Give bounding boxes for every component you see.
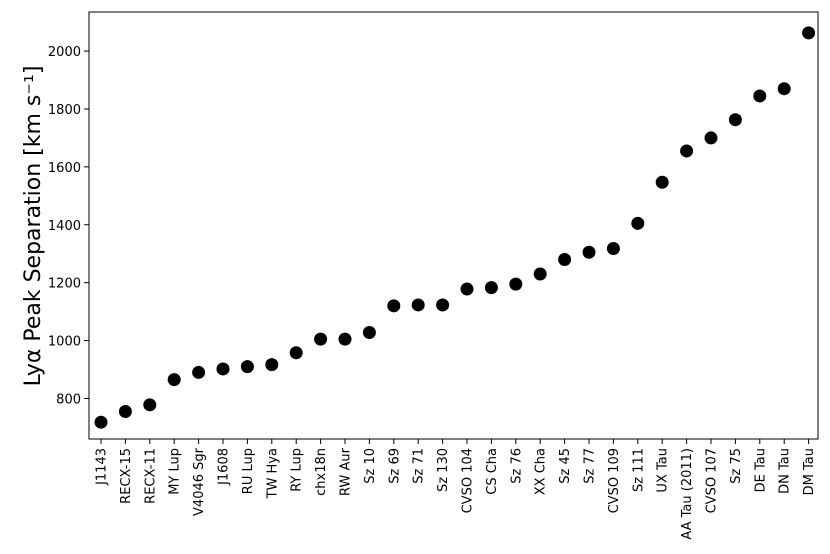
x-tick-label: RECX-15	[119, 448, 134, 504]
data-point	[216, 362, 230, 376]
data-point	[777, 82, 791, 96]
data-point	[753, 89, 767, 103]
data-point	[289, 346, 303, 360]
x-tick-label: TW Hya	[265, 448, 280, 499]
data-point	[411, 298, 425, 312]
data-point	[704, 131, 718, 145]
x-tick-label: J1608	[217, 448, 232, 486]
data-point	[460, 282, 474, 296]
data-points	[94, 26, 816, 429]
x-tick-label: J1143	[95, 448, 110, 486]
x-tick-label: Sz 76	[509, 448, 524, 484]
data-point	[265, 358, 279, 372]
data-point	[802, 26, 816, 40]
x-tick-label: V4046 Sgr	[192, 447, 207, 516]
data-point	[362, 325, 376, 339]
x-tick-label: XX Cha	[534, 448, 549, 495]
data-point	[655, 175, 669, 189]
x-tick-label: RU Lup	[241, 448, 256, 494]
x-axis: J1143 RECX-15 RECX-11 MY Lup V4046 Sgr J1608 R…	[95, 439, 817, 540]
y-tick-label: 1600	[48, 161, 81, 176]
y-axis: 800 1000 1200 1400 1600 1800 2000	[48, 45, 89, 407]
data-point	[118, 404, 132, 418]
x-tick-label: Sz 75	[729, 448, 744, 484]
y-tick-label: 1200	[48, 277, 81, 292]
y-axis-title: Lyα Peak Separation [km s⁻¹]	[21, 66, 46, 387]
x-tick-label: DM Tau	[802, 448, 817, 495]
x-tick-label: Sz 111	[631, 448, 646, 492]
data-point	[509, 277, 523, 291]
x-tick-label: Sz 77	[583, 448, 598, 484]
x-tick-label: Sz 71	[412, 448, 427, 484]
x-tick-label: UX Tau	[656, 448, 671, 493]
y-tick-label: 1800	[48, 103, 81, 118]
data-point	[582, 245, 596, 259]
data-point	[484, 281, 498, 295]
data-point	[631, 216, 645, 230]
data-point	[167, 373, 181, 387]
data-point	[192, 365, 206, 379]
data-point	[94, 415, 108, 429]
x-tick-label: DN Tau	[778, 448, 793, 494]
y-tick-label: 800	[56, 392, 81, 407]
x-tick-label: CS Cha	[485, 448, 500, 495]
plot-area	[88, 11, 819, 440]
data-point	[143, 398, 157, 412]
x-tick-label: chx18n	[314, 448, 329, 496]
x-tick-label: RY Lup	[290, 448, 305, 492]
data-point	[338, 332, 352, 346]
data-point	[387, 299, 401, 313]
x-tick-label: MY Lup	[168, 448, 183, 495]
x-tick-label: Sz 45	[558, 448, 573, 484]
y-tick-label: 1400	[48, 219, 81, 234]
y-tick-label: 2000	[48, 45, 81, 60]
data-point	[533, 267, 547, 281]
data-point	[436, 298, 450, 312]
data-point	[680, 144, 694, 158]
data-point	[606, 242, 620, 256]
data-point	[314, 332, 328, 346]
x-tick-label: CVSO 107	[705, 448, 720, 513]
x-tick-label: RW Aur	[339, 447, 354, 496]
x-tick-label: CVSO 104	[461, 448, 476, 513]
x-tick-label: Sz 10	[363, 448, 378, 484]
x-tick-label: DE Tau	[753, 448, 768, 492]
x-tick-label: Sz 69	[387, 448, 402, 484]
data-point	[240, 360, 254, 374]
x-tick-label: AA Tau (2011)	[680, 448, 695, 540]
data-point	[558, 253, 572, 267]
data-point	[728, 113, 742, 127]
x-tick-label: Sz 130	[436, 448, 451, 492]
x-tick-label: CVSO 109	[607, 448, 622, 513]
x-tick-label: RECX-11	[143, 448, 158, 504]
y-tick-label: 1000	[48, 335, 81, 350]
